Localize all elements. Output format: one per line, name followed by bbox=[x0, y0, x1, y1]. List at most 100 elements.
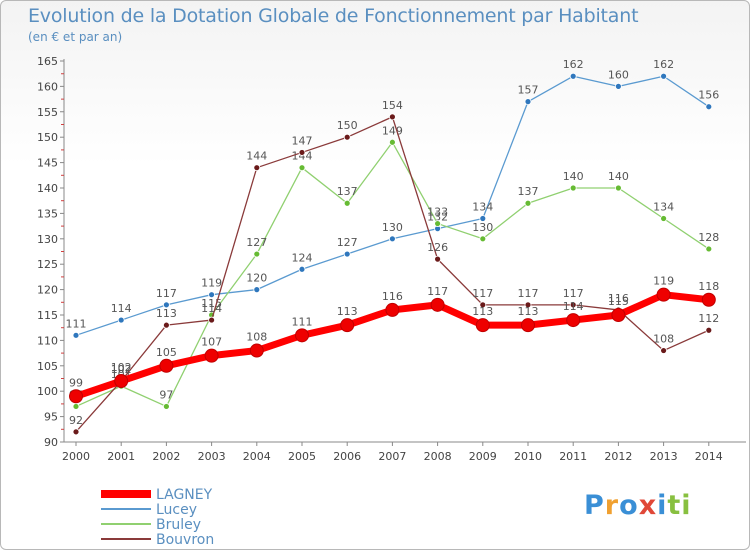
x-tick-label: 2010 bbox=[514, 450, 542, 463]
data-label: 150 bbox=[337, 119, 358, 132]
chart-subtitle: (en € et par an) bbox=[28, 30, 123, 44]
data-point bbox=[72, 428, 80, 436]
data-label: 112 bbox=[698, 312, 719, 325]
data-label: 157 bbox=[518, 84, 539, 97]
y-tick-label: 130 bbox=[37, 233, 58, 246]
data-label: 140 bbox=[563, 170, 584, 183]
data-point bbox=[660, 72, 667, 80]
x-tick-label: 2009 bbox=[469, 450, 497, 463]
data-label: 111 bbox=[292, 315, 313, 328]
data-point bbox=[253, 286, 261, 294]
x-tick-label: 2004 bbox=[243, 450, 271, 463]
data-point bbox=[298, 265, 306, 273]
data-point bbox=[343, 133, 351, 141]
data-label: 102 bbox=[111, 363, 132, 376]
logo-letter: r bbox=[604, 490, 620, 521]
data-label: 116 bbox=[382, 290, 403, 303]
y-tick-label: 145 bbox=[37, 157, 58, 170]
y-tick-label: 155 bbox=[37, 106, 58, 119]
data-point bbox=[162, 403, 170, 410]
logo-letter: i bbox=[657, 490, 668, 521]
x-tick-label: 2006 bbox=[333, 450, 361, 463]
data-label: 140 bbox=[608, 170, 629, 183]
x-tick-label: 2012 bbox=[604, 450, 632, 463]
data-label: 92 bbox=[69, 414, 83, 427]
data-point bbox=[569, 184, 577, 192]
data-label: 144 bbox=[246, 150, 267, 163]
data-label: 160 bbox=[608, 68, 629, 81]
data-point bbox=[340, 318, 355, 333]
data-label: 118 bbox=[698, 280, 719, 293]
data-point bbox=[69, 389, 83, 404]
data-point bbox=[253, 250, 261, 258]
legend-label-bruley: Bruley bbox=[156, 517, 201, 533]
data-point bbox=[385, 302, 400, 317]
data-label: 162 bbox=[653, 58, 674, 71]
y-tick-label: 140 bbox=[37, 182, 58, 195]
legend-swatch-bruley bbox=[101, 523, 151, 525]
data-point bbox=[705, 326, 713, 334]
legend-swatch-lucey bbox=[101, 508, 151, 510]
data-point bbox=[479, 235, 487, 243]
data-point bbox=[117, 316, 125, 324]
data-point bbox=[208, 291, 216, 299]
data-point bbox=[434, 220, 442, 227]
data-label: 108 bbox=[653, 333, 674, 346]
data-label: 108 bbox=[246, 331, 267, 344]
data-point bbox=[249, 343, 264, 358]
data-label: 133 bbox=[427, 206, 448, 219]
data-label: 137 bbox=[337, 185, 358, 198]
data-point bbox=[569, 301, 577, 309]
data-point bbox=[705, 245, 713, 253]
data-point bbox=[656, 287, 671, 302]
data-point bbox=[388, 113, 396, 121]
data-point bbox=[388, 138, 396, 146]
data-label: 126 bbox=[427, 241, 448, 254]
data-label: 156 bbox=[698, 89, 719, 102]
y-tick-label: 95 bbox=[44, 411, 58, 424]
data-label: 154 bbox=[382, 99, 403, 112]
data-point bbox=[660, 347, 667, 354]
data-point bbox=[430, 297, 445, 312]
logo-letter: P bbox=[584, 490, 605, 521]
legend-swatch-bouvron bbox=[101, 538, 151, 540]
data-point bbox=[388, 235, 396, 243]
data-point bbox=[434, 255, 442, 263]
data-point bbox=[524, 98, 532, 106]
x-tick-label: 2000 bbox=[62, 450, 90, 463]
legend-label-bouvron: Bouvron bbox=[156, 532, 214, 548]
series-line bbox=[75, 116, 710, 433]
data-point bbox=[253, 164, 261, 172]
data-label: 115 bbox=[608, 295, 629, 308]
data-label: 114 bbox=[201, 302, 222, 315]
chart-title: Evolution de la Dotation Globale de Fonc… bbox=[28, 5, 639, 27]
data-point bbox=[521, 318, 535, 333]
data-label: 111 bbox=[66, 317, 87, 330]
data-label: 117 bbox=[472, 287, 493, 300]
data-label: 117 bbox=[518, 287, 539, 300]
data-point bbox=[204, 348, 219, 363]
x-tick-label: 2014 bbox=[695, 450, 723, 463]
data-point bbox=[524, 199, 532, 207]
data-label: 137 bbox=[518, 185, 539, 198]
y-tick-label: 150 bbox=[37, 131, 58, 144]
data-point bbox=[162, 321, 170, 329]
data-label: 130 bbox=[382, 221, 403, 234]
proxiti-logo: Proxiti bbox=[584, 490, 692, 521]
data-label: 119 bbox=[653, 275, 674, 288]
data-point bbox=[343, 250, 351, 258]
data-label: 114 bbox=[111, 302, 132, 315]
data-label: 97 bbox=[159, 388, 173, 401]
data-label: 107 bbox=[201, 336, 222, 349]
x-tick-label: 2011 bbox=[559, 450, 587, 463]
data-point bbox=[479, 215, 487, 222]
x-tick-label: 2003 bbox=[198, 450, 226, 463]
data-label: 99 bbox=[69, 376, 83, 389]
legend-label-lagney: LAGNEY bbox=[156, 487, 213, 503]
data-label: 117 bbox=[156, 287, 177, 300]
x-tick-label: 2007 bbox=[378, 450, 406, 463]
data-label: 113 bbox=[518, 305, 539, 318]
